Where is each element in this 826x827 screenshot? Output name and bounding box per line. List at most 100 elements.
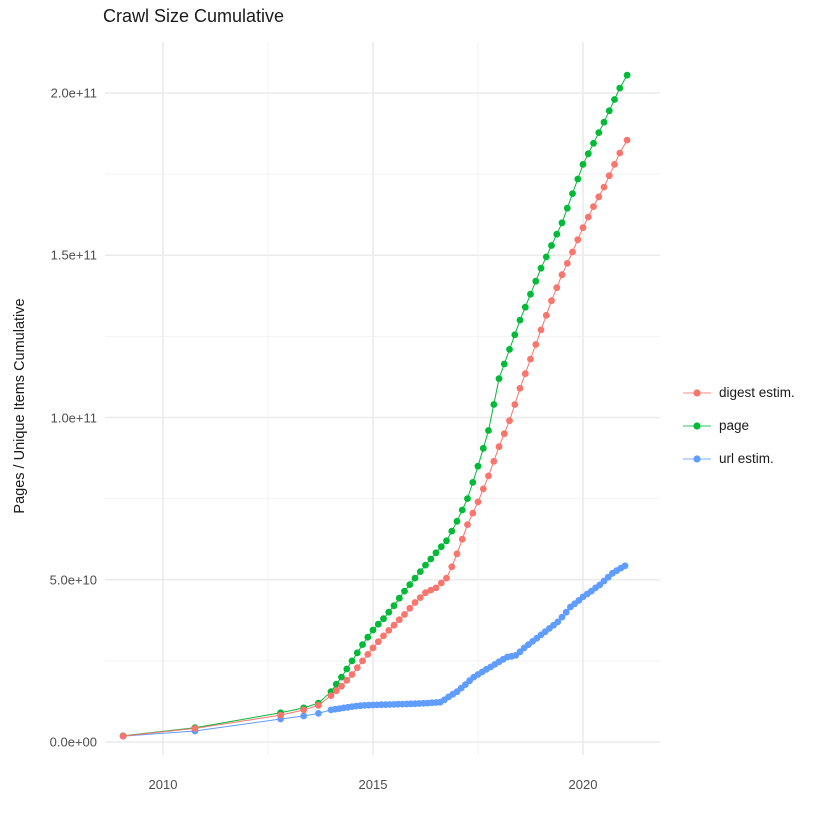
data-point [495, 443, 503, 451]
data-point [422, 589, 429, 597]
data-point [605, 107, 613, 115]
data-point [579, 224, 587, 232]
data-point [554, 618, 562, 626]
data-point [584, 150, 592, 158]
data-point [500, 360, 508, 368]
data-point [506, 346, 513, 353]
data-point [527, 355, 534, 363]
x-tick-label: 2020 [568, 777, 598, 792]
data-point [605, 172, 613, 180]
data-point [390, 602, 398, 610]
data-point [437, 579, 445, 587]
data-point [584, 213, 592, 221]
data-point [416, 568, 424, 575]
data-point [277, 711, 284, 719]
data-point [406, 604, 414, 612]
y-tick-label: 2.0e+11 [50, 85, 97, 101]
data-point [574, 236, 582, 244]
legend-item-url-estim-: url estim. [682, 442, 795, 475]
data-point [537, 264, 545, 272]
data-point [448, 563, 456, 571]
data-point [437, 543, 445, 551]
data-point [469, 509, 477, 517]
data-point [548, 242, 555, 249]
data-point [448, 527, 456, 535]
data-point [479, 444, 487, 452]
data-point [458, 535, 466, 543]
data-point [542, 253, 550, 261]
data-point [416, 594, 424, 601]
legend-key-icon [683, 388, 711, 397]
data-point [516, 384, 524, 392]
y-tick-label: 5.0e+10 [49, 572, 97, 588]
data-point [595, 129, 603, 137]
legend: digest estim. page url estim. [682, 376, 795, 475]
data-point [458, 506, 466, 514]
data-point [558, 271, 566, 279]
data-point [327, 692, 335, 699]
data-point [385, 627, 393, 634]
data-point [374, 638, 382, 646]
data-point [395, 616, 403, 624]
legend-label: url estim. [719, 451, 774, 466]
data-point [385, 608, 393, 616]
data-point [119, 732, 127, 740]
data-point [500, 430, 508, 438]
data-point [495, 375, 503, 382]
data-point [432, 549, 440, 557]
data-point [343, 676, 351, 684]
data-point [443, 574, 450, 582]
data-point [343, 665, 351, 673]
data-point [532, 277, 540, 285]
data-point [401, 587, 408, 595]
data-point [353, 664, 361, 672]
data-point [369, 626, 377, 634]
x-tick-label: 2015 [358, 777, 388, 792]
data-point [511, 401, 519, 408]
data-point [574, 175, 582, 183]
data-point [516, 316, 524, 324]
data-point [338, 673, 345, 681]
data-point [527, 290, 534, 298]
data-point [558, 613, 566, 621]
data-point [521, 303, 529, 311]
data-point [411, 574, 419, 582]
data-point [453, 550, 461, 558]
legend-key-icon [683, 454, 711, 463]
y-axis-title: Pages / Unique Items Cumulative [12, 298, 28, 514]
data-point [595, 193, 603, 201]
data-point [380, 615, 387, 623]
data-point [443, 537, 450, 545]
data-point [623, 71, 631, 79]
legend-item-page: page [682, 409, 795, 442]
data-point [537, 326, 545, 334]
data-point [315, 710, 322, 717]
x-tick-label: 2010 [148, 777, 178, 792]
data-point [348, 657, 356, 665]
data-point [464, 495, 471, 502]
chart-title: Crawl Size Cumulative [103, 6, 285, 26]
data-point [521, 370, 529, 378]
legend-key-icon [683, 421, 711, 430]
y-tick-label: 1.0e+11 [50, 410, 97, 425]
legend-label: digest estim. [719, 385, 795, 400]
data-point [611, 161, 618, 168]
data-point [191, 725, 199, 732]
data-point [600, 183, 608, 191]
data-point [427, 555, 435, 563]
data-point [464, 521, 471, 528]
data-point [332, 687, 340, 695]
data-point [563, 260, 571, 267]
data-point [479, 485, 487, 493]
data-point [474, 462, 482, 470]
data-point [616, 149, 624, 157]
data-point [600, 118, 608, 126]
data-point [506, 417, 513, 425]
data-point [562, 608, 570, 616]
data-point [469, 479, 477, 486]
y-tick-label: 0.0e+00 [49, 734, 97, 750]
data-point [621, 562, 629, 570]
data-point [563, 204, 571, 212]
data-point [569, 248, 576, 256]
